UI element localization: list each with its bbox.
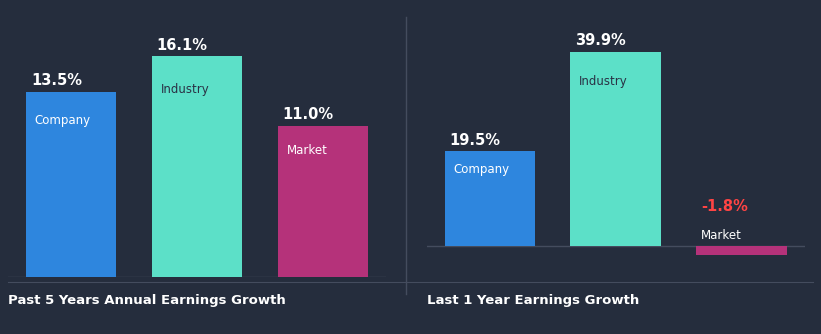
Text: -1.8%: -1.8% [701,199,748,214]
Bar [25,92,117,277]
Text: Market: Market [287,145,328,157]
Text: 13.5%: 13.5% [31,73,82,88]
Bar [444,151,535,246]
Text: Company: Company [453,163,510,176]
Text: Industry: Industry [161,83,209,96]
Bar [571,52,661,246]
Text: Market: Market [701,229,742,242]
Text: Industry: Industry [580,75,628,88]
Text: 16.1%: 16.1% [157,37,208,52]
Bar [277,126,369,277]
Text: 11.0%: 11.0% [282,108,334,123]
Text: Past 5 Years Annual Earnings Growth: Past 5 Years Annual Earnings Growth [8,294,286,307]
Text: Last 1 Year Earnings Growth: Last 1 Year Earnings Growth [427,294,640,307]
Bar [152,56,242,277]
Bar [696,246,787,255]
Text: Company: Company [34,114,91,127]
Text: 19.5%: 19.5% [450,133,501,148]
Text: 39.9%: 39.9% [576,33,626,48]
